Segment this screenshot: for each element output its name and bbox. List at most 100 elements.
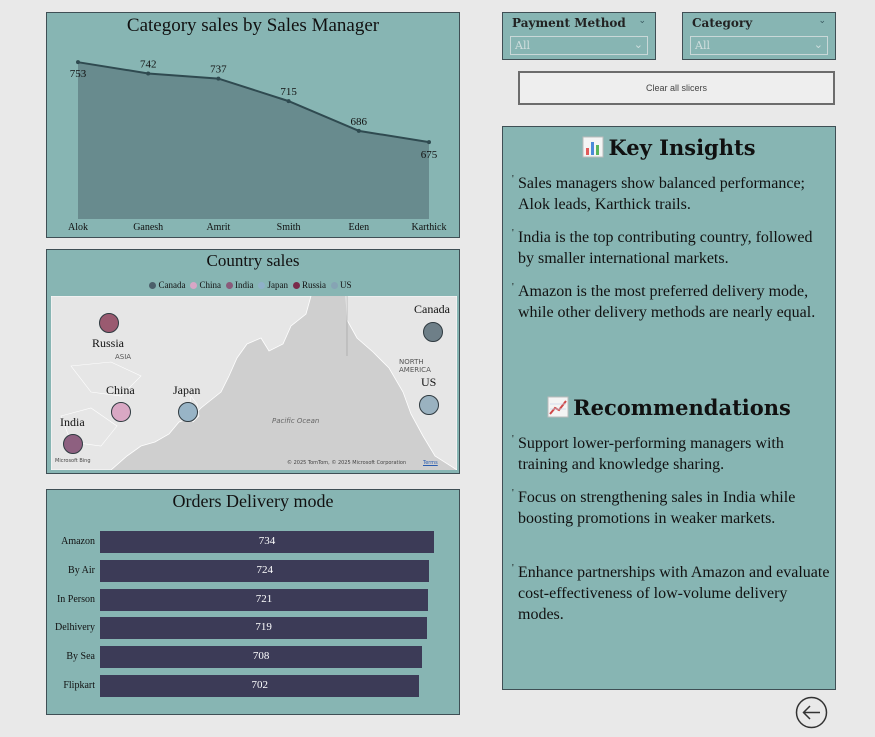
legend-label: Japan bbox=[267, 280, 288, 290]
x-tick-label: Alok bbox=[68, 222, 88, 233]
clear-all-slicers-button[interactable]: Clear all slicers bbox=[518, 71, 835, 105]
legend-item-canada[interactable]: Canada bbox=[149, 280, 185, 290]
payment-method-slicer[interactable]: Payment Method ⌄ All ⌄ bbox=[502, 12, 656, 60]
bubble-us[interactable] bbox=[419, 395, 439, 415]
bar[interactable]: 721 bbox=[100, 588, 429, 611]
bar-value-label: 724 bbox=[256, 563, 273, 576]
bing-logo: Microsoft Bing bbox=[55, 458, 91, 464]
bar[interactable]: 724 bbox=[100, 559, 430, 582]
data-point[interactable] bbox=[76, 60, 80, 65]
bar-chart-icon bbox=[582, 136, 604, 158]
legend-label: US bbox=[340, 280, 352, 290]
recommendation-item: Focus on strengthening sales in India wh… bbox=[512, 483, 831, 529]
label-india: India bbox=[60, 415, 85, 429]
data-point[interactable] bbox=[146, 71, 151, 76]
legend-item-us[interactable]: US bbox=[331, 280, 352, 290]
key-insights-title: Key Insights bbox=[608, 135, 756, 160]
map-canvas[interactable]: Russia ASIA China Japan India Canada NOR… bbox=[51, 296, 457, 470]
country-sales-panel: Country sales Canada China India Japan Russi… bbox=[46, 249, 460, 474]
map-copyright: © 2025 TomTom, © 2025 Microsoft Corporat… bbox=[287, 460, 407, 466]
legend-item-china[interactable]: China bbox=[190, 280, 221, 290]
chevron-down-icon[interactable]: ⌄ bbox=[818, 16, 826, 26]
map-title: Country sales bbox=[206, 251, 300, 270]
bubble-japan[interactable] bbox=[178, 402, 198, 422]
bubble-russia[interactable] bbox=[99, 313, 119, 333]
area-fill bbox=[78, 62, 429, 219]
data-label: 742 bbox=[140, 58, 157, 70]
ocean-label: Pacific Ocean bbox=[272, 417, 320, 425]
key-insights-heading: Key Insights bbox=[503, 135, 835, 160]
map-legend: Canada China India Japan Russia US bbox=[47, 280, 459, 290]
area-chart-panel: Category sales by Sales Manager 753 Alok 7… bbox=[46, 12, 460, 238]
bar-value-label: 734 bbox=[258, 535, 276, 547]
bar-row[interactable]: Amazon 734 bbox=[47, 531, 461, 553]
bar-category-label: By Sea bbox=[66, 651, 95, 663]
data-point[interactable] bbox=[286, 99, 291, 104]
bubble-india[interactable] bbox=[63, 434, 83, 454]
legend-item-russia[interactable]: Russia bbox=[292, 280, 326, 290]
bar-row[interactable]: By Air 724 bbox=[47, 559, 461, 582]
bar-value-label: 708 bbox=[252, 650, 270, 663]
category-dropdown[interactable]: All ⌄ bbox=[690, 36, 828, 55]
insight-item: Sales managers show balanced performance… bbox=[512, 169, 831, 215]
payment-method-dropdown[interactable]: All ⌄ bbox=[510, 36, 648, 55]
legend-dot bbox=[331, 282, 338, 289]
trending-up-icon bbox=[547, 396, 569, 418]
legend-item-japan[interactable]: Japan bbox=[258, 280, 288, 290]
bar[interactable]: 719 bbox=[100, 617, 428, 640]
data-label: 753 bbox=[70, 68, 87, 80]
label-us: US bbox=[421, 375, 437, 389]
insight-item: Amazon is the most preferred delivery mo… bbox=[512, 277, 831, 323]
delivery-bar-panel: Orders Delivery mode Amazon 734 By Air 724 I… bbox=[46, 489, 460, 715]
bubble-canada[interactable] bbox=[423, 322, 443, 342]
bar-category-label: Delhivery bbox=[55, 622, 95, 634]
bar-category-label: By Air bbox=[68, 564, 95, 576]
slicer-title: Category bbox=[692, 16, 753, 30]
map-terms-link[interactable]: Terms bbox=[423, 460, 438, 466]
data-label: 686 bbox=[351, 116, 368, 128]
bar-row[interactable]: Delhivery 719 bbox=[47, 617, 461, 640]
legend-dot bbox=[225, 282, 233, 289]
bar-value-label: 721 bbox=[255, 592, 273, 605]
bar-row[interactable]: Flipkart 702 bbox=[47, 675, 461, 697]
label-canada: Canada bbox=[414, 302, 450, 316]
recommendation-item: Support lower-performing managers with t… bbox=[512, 429, 831, 475]
legend-label: India bbox=[234, 280, 254, 290]
bar[interactable]: 734 bbox=[100, 531, 434, 553]
legend-label: Russia bbox=[301, 280, 326, 290]
x-tick-label: Eden bbox=[349, 222, 370, 233]
bar-row[interactable]: In Person 721 bbox=[47, 588, 461, 611]
bar-row[interactable]: By Sea 708 bbox=[47, 646, 461, 669]
bar-category-label: Flipkart bbox=[63, 680, 95, 691]
x-tick-label: Amrit bbox=[206, 222, 230, 233]
area-chart-title: Category sales by Sales Manager bbox=[126, 15, 380, 36]
category-slicer[interactable]: Category ⌄ All ⌄ bbox=[682, 12, 836, 60]
legend-item-india[interactable]: India bbox=[225, 280, 254, 290]
label-japan: Japan bbox=[173, 383, 201, 397]
legend-dot bbox=[190, 282, 198, 289]
data-label: 675 bbox=[421, 149, 438, 161]
legend-label: Canada bbox=[158, 280, 186, 290]
data-label: 715 bbox=[280, 86, 297, 98]
bar-category-label: In Person bbox=[56, 593, 95, 605]
data-point[interactable] bbox=[356, 128, 361, 133]
series-line bbox=[77, 61, 430, 144]
legend-label: China bbox=[199, 280, 221, 290]
dropdown-value: All bbox=[695, 39, 710, 52]
chevron-down-icon: ⌄ bbox=[813, 38, 823, 51]
chevron-down-icon: ⌄ bbox=[633, 38, 643, 51]
bar[interactable]: 702 bbox=[100, 675, 420, 697]
bar-chart-title: Orders Delivery mode bbox=[172, 491, 334, 511]
region-label-north-america: NORTH AMERICA bbox=[399, 358, 431, 374]
data-point[interactable] bbox=[216, 76, 221, 81]
data-point[interactable] bbox=[427, 140, 431, 145]
area-chart[interactable]: 753 Alok 742 Ganesh 737 Amrit 715 Smith 686 Eden 6… bbox=[47, 13, 461, 239]
chevron-down-icon[interactable]: ⌄ bbox=[638, 16, 646, 26]
region-label-asia: ASIA bbox=[115, 353, 132, 361]
bubble-china[interactable] bbox=[111, 402, 131, 422]
recommendation-item: Enhance partnerships with Amazon and eva… bbox=[512, 558, 831, 625]
back-arrow-button[interactable] bbox=[795, 696, 828, 729]
label-russia: Russia bbox=[92, 336, 125, 350]
bar[interactable]: 708 bbox=[100, 646, 423, 669]
map-basemap bbox=[51, 296, 457, 470]
